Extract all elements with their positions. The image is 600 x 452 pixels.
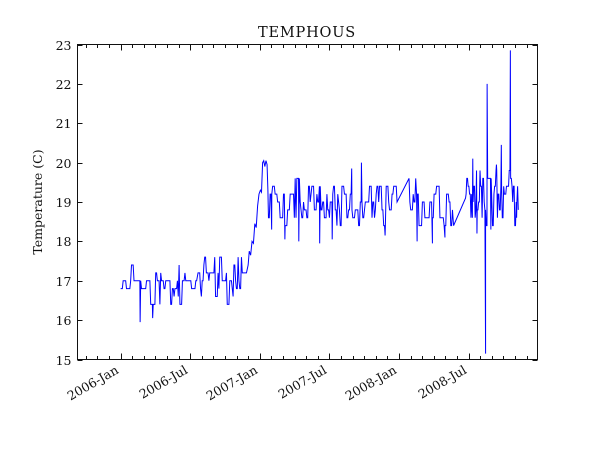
x-tick-label: 2008-Jul [416,362,469,402]
x-tick-label: 2006-Jul [137,362,190,402]
y-tick-label: 18 [56,234,72,249]
y-axis-label: Temperature (C) [30,149,45,254]
y-tick-label: 23 [56,38,72,53]
y-tick-label: 16 [56,313,72,328]
x-tick-label: 2007-Jul [276,362,329,402]
chart-title: TEMPHOUS [258,25,356,41]
x-tick-label: 2007-Jan [204,362,260,403]
y-tick-label: 15 [56,353,72,368]
y-tick-label: 20 [56,156,72,171]
x-tick-label: 2006-Jan [65,362,121,403]
temperature-series-line [120,50,519,354]
plot-frame [77,44,538,360]
y-tick-label: 22 [56,77,72,92]
x-tick-label: 2008-Jan [343,362,399,403]
y-tick-label: 17 [56,274,72,289]
y-tick-label: 19 [56,195,72,210]
y-tick-label: 21 [56,116,72,131]
chart-generated-layer: 15 16 17 18 19 20 21 22 23 2006-Jan 2006-Jul 2007-J… [56,38,538,403]
